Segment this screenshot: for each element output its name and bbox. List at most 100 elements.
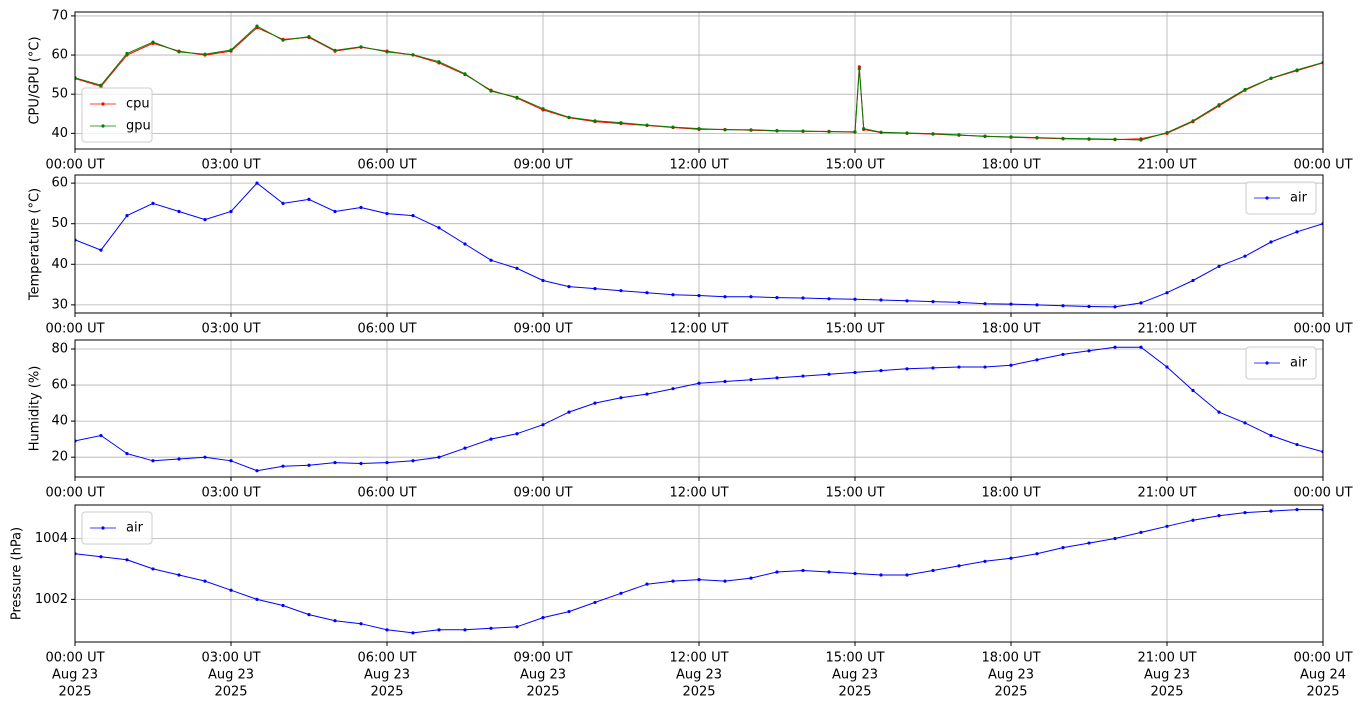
y-tick-label: 1002	[35, 592, 68, 607]
series-marker	[541, 278, 545, 283]
axes-frame	[74, 504, 1324, 643]
x-tick-label: Aug 23	[1144, 668, 1190, 683]
y-tick-label: 40	[51, 414, 68, 429]
series-marker	[1035, 303, 1039, 307]
plot-area	[75, 24, 1323, 142]
series-marker	[853, 571, 857, 576]
x-tick-label: 15:00 UT	[825, 651, 884, 666]
x-tick-label: 12:00 UT	[669, 322, 728, 337]
series-marker	[957, 365, 961, 369]
y-tick-label: 60	[51, 378, 68, 393]
series-marker	[853, 297, 857, 301]
series-marker	[125, 51, 129, 56]
x-tick-label: 2025	[682, 685, 715, 700]
x-tick-label: 21:00 UT	[1137, 322, 1196, 337]
series-marker	[827, 297, 831, 301]
series-marker	[1165, 291, 1169, 295]
series-marker	[1087, 304, 1091, 309]
series-marker	[1295, 230, 1299, 234]
series-marker	[1113, 536, 1117, 541]
series-marker	[1009, 135, 1013, 139]
x-tick-label: 00:00 UT	[45, 158, 104, 173]
x-tick-label: 2025	[370, 685, 403, 700]
x-tick-label: 03:00 UT	[201, 651, 260, 666]
series-marker	[862, 127, 866, 131]
series-marker	[619, 396, 623, 400]
series-marker	[567, 285, 571, 289]
series-marker	[1217, 264, 1221, 268]
legend-marker	[1265, 196, 1269, 200]
series-marker	[229, 209, 233, 214]
y-tick-label: 50	[51, 87, 68, 102]
y-tick-label: 40	[51, 257, 68, 272]
x-tick-label: 2025	[58, 685, 91, 700]
axes-frame	[74, 11, 1324, 150]
x-tick-label: 00:00 UT	[45, 486, 104, 501]
legend-box	[1245, 346, 1317, 380]
series-marker	[1139, 345, 1143, 349]
x-tick-label: Aug 23	[208, 668, 254, 683]
y-tick-label: 50	[51, 216, 68, 231]
series-marker	[125, 558, 129, 562]
series-marker	[671, 387, 675, 391]
series-marker	[125, 451, 129, 456]
x-tick-label: 03:00 UT	[201, 158, 260, 173]
x-tick-label: 18:00 UT	[981, 651, 1040, 666]
series-marker	[489, 437, 493, 441]
series-marker	[203, 579, 207, 583]
y-axis-label: Pressure (hPa)	[10, 527, 25, 620]
y-axis-label: Humidity (%)	[28, 366, 43, 452]
axes-frame	[74, 174, 1324, 314]
series-marker	[801, 296, 805, 300]
series-marker	[203, 455, 207, 459]
series-marker	[593, 287, 597, 291]
series-marker	[281, 201, 285, 206]
series-marker	[99, 433, 103, 438]
series-marker	[1191, 278, 1195, 283]
series-marker	[359, 622, 363, 626]
series-marker	[671, 125, 675, 129]
x-tick-label: 00:00 UT	[1293, 486, 1352, 501]
series-marker	[697, 293, 701, 298]
x-tick-label: 09:00 UT	[513, 322, 572, 337]
series-marker	[229, 459, 233, 463]
series-marker	[1243, 87, 1247, 92]
series-marker	[177, 209, 181, 214]
series-marker	[957, 133, 961, 137]
plot-area	[75, 507, 1323, 635]
series-marker	[1087, 349, 1091, 353]
series-marker	[827, 130, 831, 134]
series-marker	[463, 72, 467, 76]
series-marker	[723, 579, 727, 583]
series-marker	[307, 463, 311, 467]
series-marker	[99, 555, 103, 559]
series-marker	[489, 626, 493, 630]
series-marker	[1295, 442, 1299, 447]
series-marker	[359, 45, 363, 49]
x-tick-label: 18:00 UT	[981, 158, 1040, 173]
legend-box	[81, 511, 153, 545]
series-marker	[801, 374, 805, 378]
series-marker	[775, 129, 779, 133]
series-marker	[749, 576, 753, 580]
series-marker	[1243, 421, 1247, 425]
x-tick-label: 15:00 UT	[825, 486, 884, 501]
series-marker	[1243, 511, 1247, 515]
x-tick-label: 00:00 UT	[45, 322, 104, 337]
series-marker	[437, 60, 441, 64]
x-tick-label: 12:00 UT	[669, 651, 728, 666]
x-tick-label: 12:00 UT	[669, 158, 728, 173]
series-marker	[1269, 433, 1273, 438]
series-marker	[619, 591, 623, 595]
x-tick-label: 09:00 UT	[513, 158, 572, 173]
series-marker	[645, 291, 649, 295]
series-marker	[541, 107, 545, 111]
series-marker	[697, 577, 701, 582]
series-marker	[567, 410, 571, 414]
series-marker	[463, 628, 467, 632]
series-marker	[1009, 556, 1013, 560]
legend-box	[81, 87, 153, 143]
series-marker	[281, 464, 285, 468]
series-marker	[775, 570, 779, 574]
